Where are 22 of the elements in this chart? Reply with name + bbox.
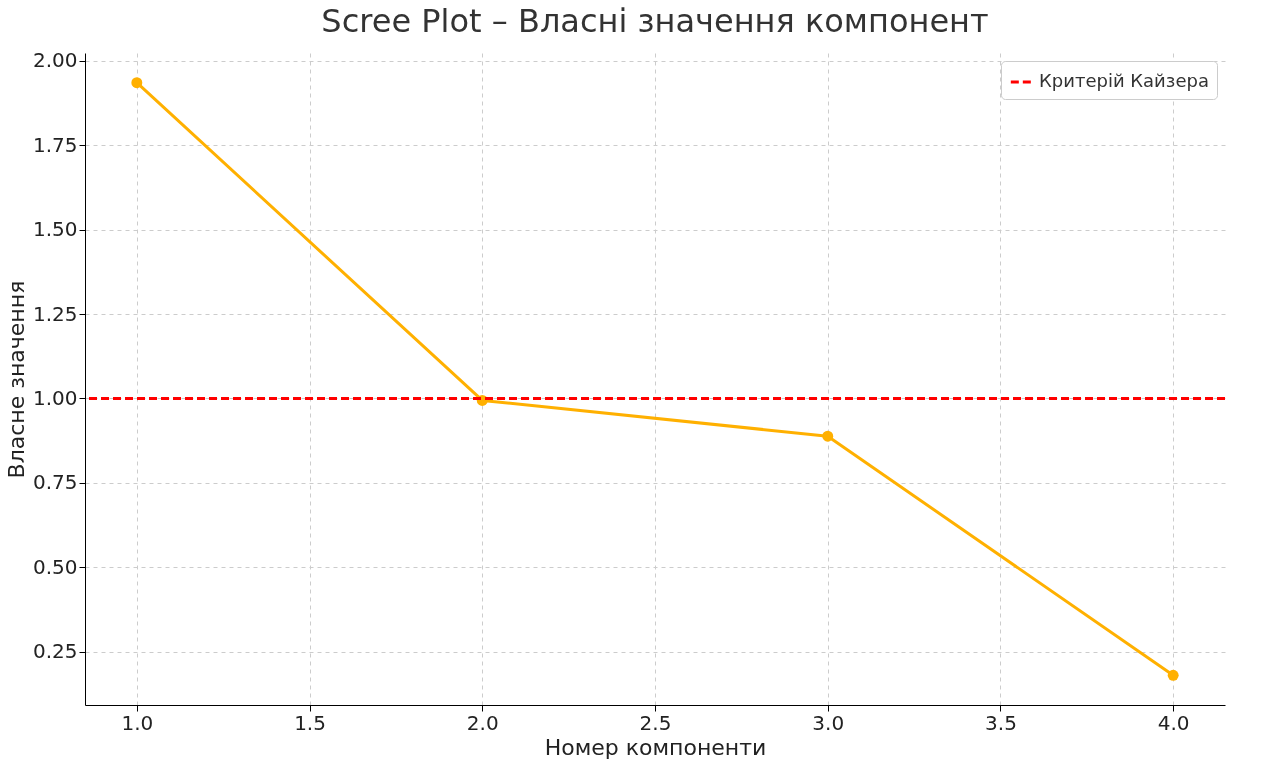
legend-label: Критерій Кайзера [1039, 70, 1209, 91]
x-axis-title: Номер компоненти [544, 734, 767, 760]
point [131, 77, 143, 89]
y-tick-label: 2.00 [32, 48, 78, 73]
y-axis-title: Власне значення [3, 280, 29, 479]
x-tick-label: 3.5 [985, 710, 1017, 735]
x-tick-label: 1.5 [294, 710, 326, 735]
y-tick-label: 1.75 [32, 132, 78, 157]
x-tick-label: 4.0 [1157, 710, 1190, 735]
y-tick-label: 0.25 [32, 639, 78, 664]
x-tick-label: 3.0 [812, 710, 845, 735]
point [822, 430, 834, 442]
x-tick-label: 2.0 [466, 710, 499, 735]
y-tick-label: 1.25 [32, 301, 78, 326]
y-tick-label: 0.50 [32, 554, 78, 579]
y-tick-label: 1.00 [32, 385, 78, 410]
chart-title: Scree Plot – Власні значення компонент [321, 1, 989, 40]
x-tick-label: 1.0 [121, 710, 154, 735]
point [1167, 669, 1179, 681]
y-tick-label: 0.75 [32, 470, 78, 495]
y-tick-label: 1.50 [32, 217, 78, 242]
x-tick-label: 2.5 [639, 710, 672, 735]
